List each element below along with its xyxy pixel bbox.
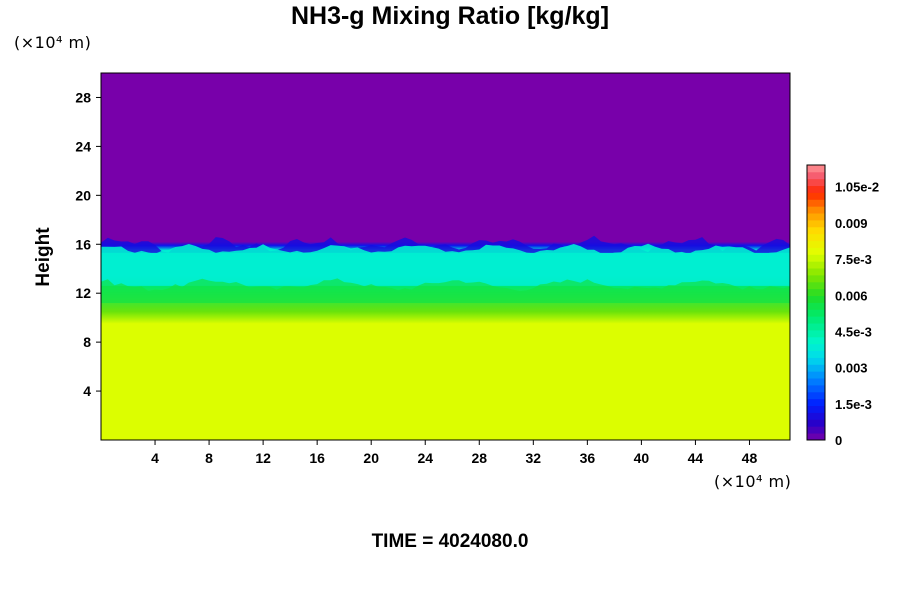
colorbar-band (807, 357, 825, 365)
colorbar-band (807, 185, 825, 193)
colorbar-band (807, 398, 825, 407)
colorbar-tick-label: 1.5e-3 (835, 397, 872, 412)
y-tick-label: 20 (75, 187, 91, 203)
y-tick-label: 16 (75, 236, 91, 252)
colorbar-band (807, 385, 825, 393)
colorbar-band (807, 350, 825, 358)
colorbar-tick-label: 4.5e-3 (835, 324, 872, 339)
colorbar-band (807, 323, 825, 331)
colorbar-band (807, 371, 825, 379)
colorbar-band (807, 165, 825, 173)
colorbar-band (807, 364, 825, 372)
colorbar-band (807, 247, 825, 255)
colorbar-band (807, 412, 825, 420)
colorbar-tick-label: 1.05e-2 (835, 180, 879, 195)
transition-layer (101, 278, 790, 303)
x-tick-label: 44 (688, 450, 704, 466)
colorbar-tick-label: 0.006 (835, 288, 868, 303)
colorbar-band (807, 330, 825, 338)
x-tick-label: 36 (580, 450, 596, 466)
x-tick-label: 4 (151, 450, 159, 466)
colorbar-band (807, 254, 825, 262)
colorbar-band (807, 206, 825, 214)
colorbar-tick-label: 0.003 (835, 361, 868, 376)
time-label: TIME = 4024080.0 (371, 531, 529, 552)
colorbar-band (807, 316, 825, 324)
colorbar-band (807, 295, 825, 303)
colorbar-frame (806, 164, 826, 441)
colorbar-band (807, 171, 825, 180)
colorbar-tick-label: 0 (835, 433, 842, 448)
y-axis-unit-label: (×10⁴ m) (14, 33, 92, 52)
x-axis-unit-label: (×10⁴ m) (714, 472, 792, 491)
colorbar-tick-label: 0.009 (835, 216, 868, 231)
x-tick-label: 48 (742, 450, 758, 466)
chart-title: NH3-g Mixing Ratio [kg/kg] (290, 2, 610, 30)
x-tick-label: 24 (417, 450, 433, 466)
plot-area (100, 72, 791, 441)
colorbar-band (807, 405, 825, 413)
colorbar: 0 1.5e-3 0.003 4.5e-3 0.006 7.5e-3 0.009 1.05e-… (806, 164, 879, 448)
colorbar-band (807, 336, 825, 345)
colorbar-band (807, 199, 825, 207)
x-tick-label: 16 (309, 450, 325, 466)
colorbar-band (807, 343, 825, 352)
y-tick-label: 12 (75, 285, 91, 301)
colorbar-band (807, 240, 825, 248)
colorbar-band (807, 391, 825, 400)
plot-frame (100, 72, 791, 441)
y-tick-label: 8 (83, 334, 91, 350)
colorbar-tick-label: 7.5e-3 (835, 252, 872, 267)
colorbar-band (807, 309, 825, 317)
x-tick-label: 12 (255, 450, 271, 466)
x-tick-label: 40 (634, 450, 650, 466)
colorbar-band (807, 226, 825, 235)
x-tick-label: 20 (363, 450, 379, 466)
colorbar-band (807, 213, 825, 221)
y-tick-label: 24 (75, 138, 91, 154)
colorbar-band (807, 419, 825, 427)
y-axis-ticks: 4 8 12 16 20 24 28 (75, 89, 101, 399)
colorbar-band (807, 192, 825, 200)
colorbar-band (807, 426, 825, 434)
x-tick-label: 28 (471, 450, 487, 466)
colorbar-band (807, 378, 825, 386)
x-tick-label: 8 (205, 450, 213, 466)
y-tick-label: 28 (75, 89, 91, 105)
colorbar-band (807, 261, 825, 269)
colorbar-band (807, 178, 825, 187)
colorbar-band (807, 302, 825, 310)
colorbar-band (807, 281, 825, 290)
middle-layer (101, 243, 790, 286)
colorbar-band (807, 288, 825, 297)
colorbar-band (807, 433, 825, 441)
colorbar-band (807, 275, 825, 283)
x-axis-ticks: 4 8 12 16 20 24 28 32 36 40 44 48 (151, 440, 757, 466)
colorbar-band (807, 220, 825, 228)
colorbar-band (807, 268, 825, 276)
y-tick-label: 4 (83, 383, 91, 399)
boundary-layer (101, 235, 790, 253)
x-tick-label: 32 (526, 450, 542, 466)
colorbar-band (807, 233, 825, 242)
